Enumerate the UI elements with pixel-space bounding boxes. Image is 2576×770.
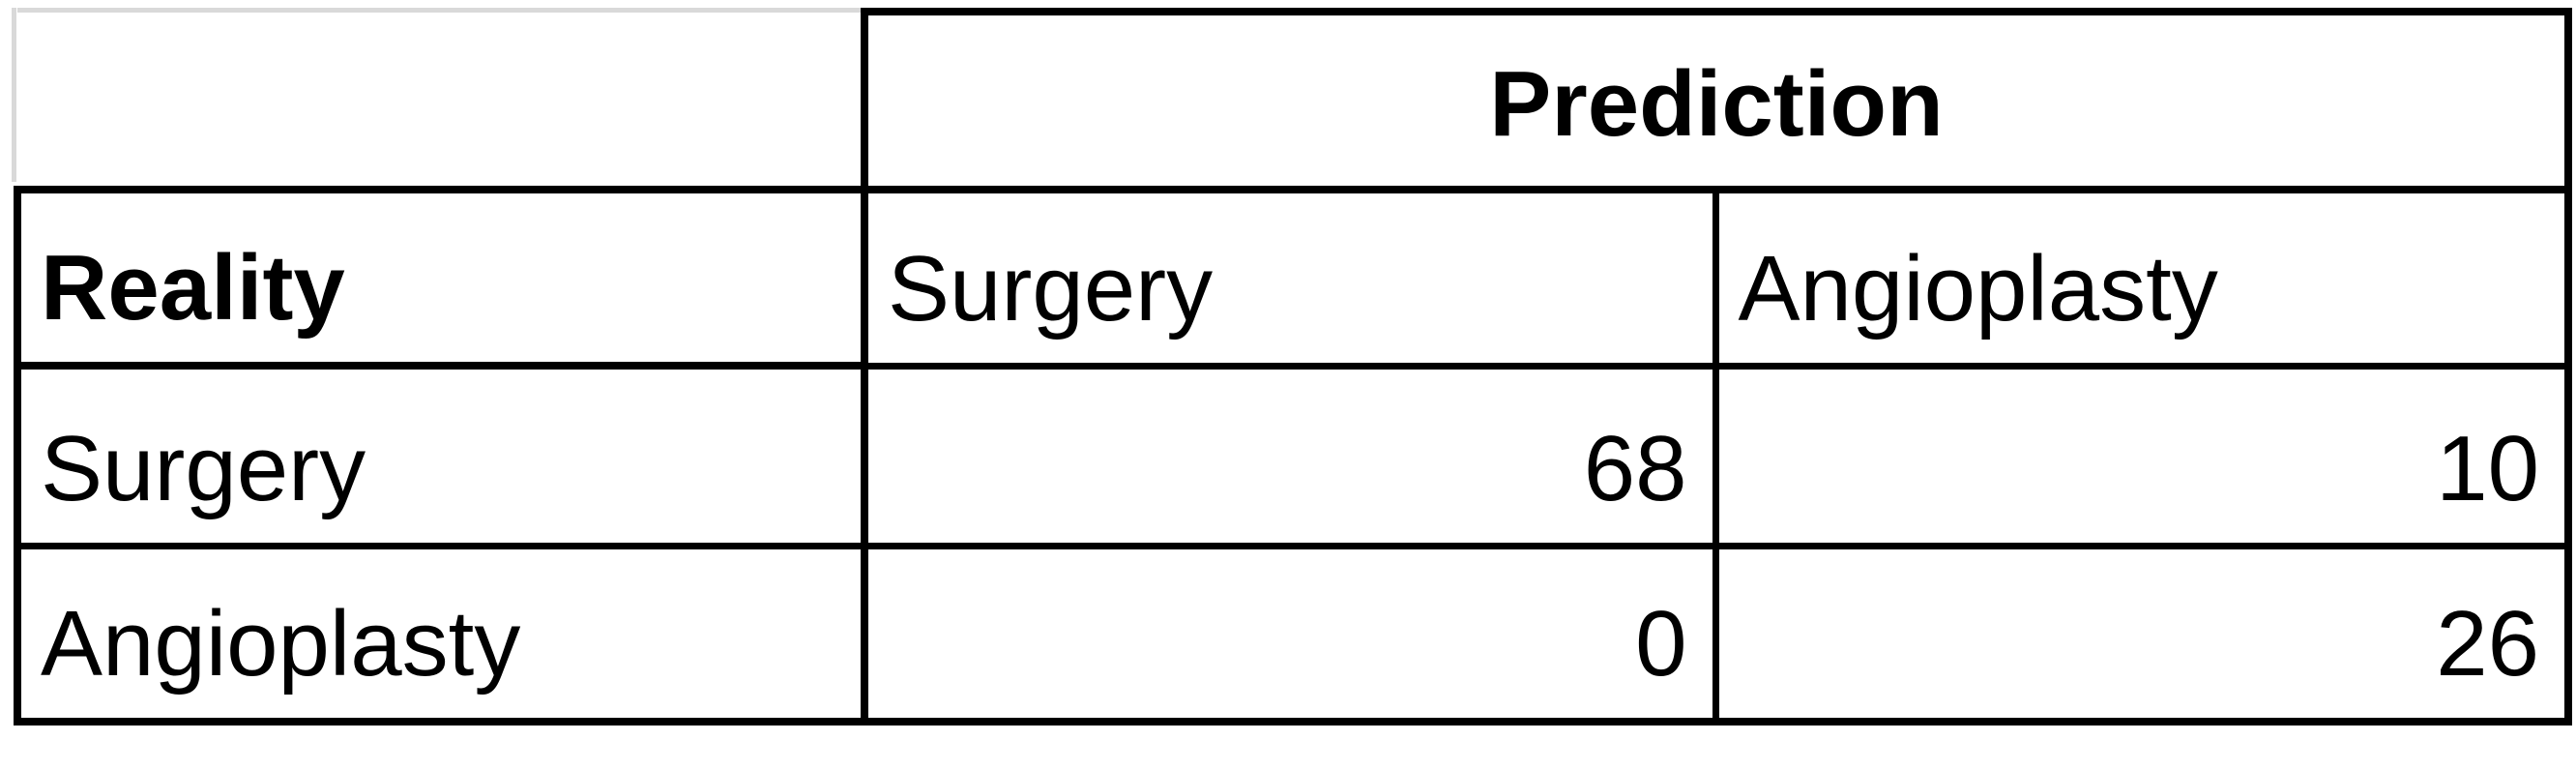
row-label-angioplasty: Angioplasty (14, 546, 864, 726)
gridline-top (17, 8, 864, 13)
reality-header: Reality (14, 186, 864, 370)
column-header-angioplasty: Angioplasty (1715, 190, 2572, 370)
cell-angioplasty-surgery: 0 (861, 546, 1719, 726)
cell-angioplasty-angioplasty: 26 (1715, 546, 2572, 726)
table-row: Surgery 68 10 (14, 366, 2572, 549)
gridline-left (12, 8, 16, 182)
column-header-surgery: Surgery (861, 190, 1719, 370)
header-row-classes: Reality Surgery Angioplasty (14, 186, 2572, 370)
header-row-prediction: Prediction (17, 8, 2572, 193)
prediction-header: Prediction (861, 8, 2572, 193)
row-label-surgery: Surgery (14, 366, 864, 549)
confusion-matrix-table: Prediction Reality Surgery Angioplasty S… (14, 8, 2572, 726)
cell-surgery-surgery: 68 (861, 366, 1719, 549)
corner-cell (17, 12, 864, 190)
table-row: Angioplasty 0 26 (14, 546, 2572, 726)
cell-surgery-angioplasty: 10 (1715, 366, 2572, 549)
